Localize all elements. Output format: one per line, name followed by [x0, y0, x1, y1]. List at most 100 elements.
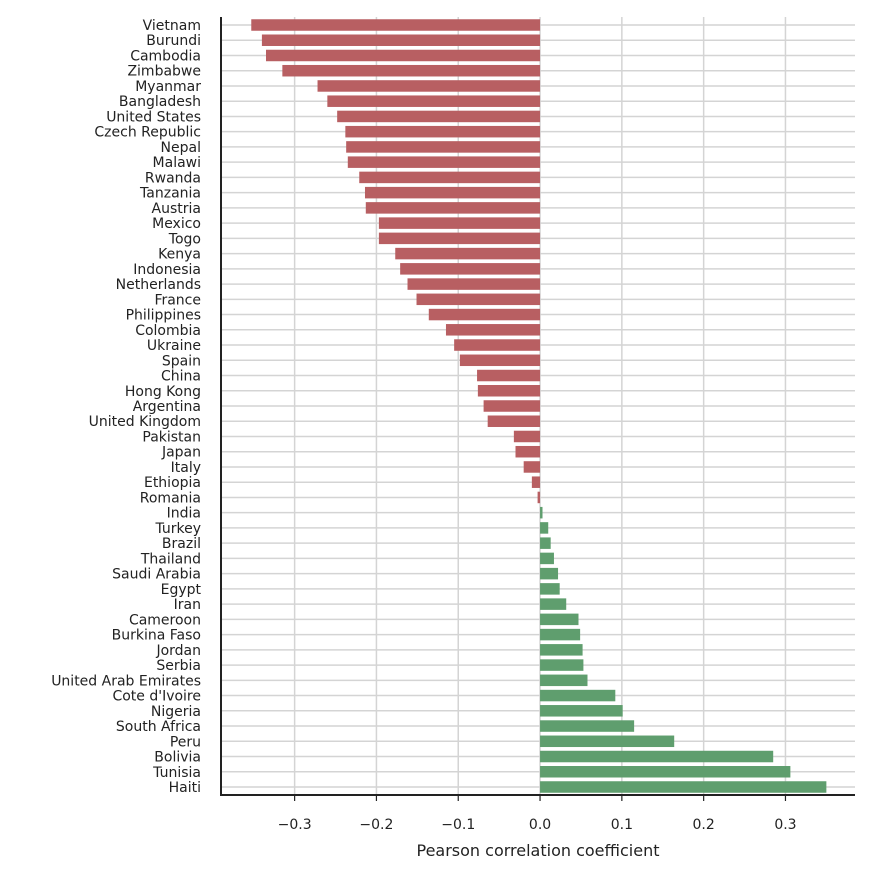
bar — [407, 278, 541, 290]
bar — [531, 476, 541, 488]
bar — [317, 80, 541, 92]
y-tick-label: Tunisia — [152, 765, 201, 781]
bar — [540, 766, 791, 778]
y-tick-label: Japan — [161, 445, 201, 461]
x-tick-label: 0.3 — [774, 817, 796, 833]
bar — [346, 141, 541, 153]
axes — [220, 17, 855, 796]
y-tick-label: Saudi Arabia — [112, 567, 201, 583]
bar — [483, 400, 541, 412]
bar — [459, 354, 541, 367]
bar — [265, 49, 541, 62]
y-tick-label: Philippines — [126, 308, 201, 324]
y-tick-label: United States — [106, 109, 201, 125]
bar — [523, 461, 541, 473]
y-tick-label: Zimbabwe — [127, 64, 201, 80]
y-tick-label: Vietnam — [143, 18, 201, 34]
bar — [395, 247, 541, 260]
y-tick-label: Ukraine — [147, 338, 201, 354]
y-tick-label: Serbia — [156, 658, 201, 674]
bar — [540, 720, 635, 732]
bar — [261, 34, 541, 46]
bar — [378, 232, 541, 245]
bar — [515, 445, 541, 458]
y-tick-label: Egypt — [161, 582, 202, 598]
y-tick-label: Spain — [162, 353, 201, 369]
y-tick-label: Italy — [171, 460, 201, 476]
y-tick-label: Colombia — [135, 323, 201, 339]
y-tick-label: Cameroon — [129, 612, 201, 628]
bar — [540, 735, 675, 748]
bar — [540, 659, 584, 671]
x-tick-label: −0.3 — [278, 817, 312, 833]
y-tick-label: Cote d'Ivoire — [112, 689, 201, 705]
x-tick-label: 0.0 — [529, 817, 551, 833]
y-tick-label: Pakistan — [142, 429, 201, 445]
bar — [282, 64, 541, 77]
y-tick-labels: VietnamBurundiCambodiaZimbabweMyanmarBan… — [51, 18, 201, 796]
y-tick-label: Burkina Faso — [112, 628, 201, 644]
bar — [540, 705, 623, 717]
y-tick-label: Romania — [140, 490, 201, 506]
y-tick-label: Malawi — [153, 155, 201, 171]
bar — [477, 369, 541, 382]
bar — [513, 430, 541, 443]
bar — [445, 324, 541, 336]
y-tick-label: Rwanda — [145, 170, 201, 186]
bar — [428, 308, 541, 321]
y-tick-label: South Africa — [116, 719, 201, 735]
bar — [540, 644, 583, 656]
bar — [540, 506, 543, 519]
bar — [540, 613, 579, 626]
y-tick-label: Ethiopia — [144, 475, 201, 491]
bar — [540, 522, 549, 534]
bar — [540, 583, 560, 595]
bar — [347, 156, 541, 168]
bar — [337, 110, 541, 123]
y-tick-label: Tanzania — [139, 186, 201, 202]
y-tick-label: Bolivia — [154, 750, 201, 766]
bar — [454, 339, 541, 351]
y-tick-label: Mexico — [152, 216, 201, 232]
bars — [251, 19, 827, 793]
bar — [540, 567, 559, 580]
y-tick-label: United Arab Emirates — [51, 673, 201, 689]
y-tick-label: Czech Republic — [94, 125, 201, 141]
y-tick-label: Austria — [152, 201, 201, 217]
bar — [540, 750, 774, 763]
y-tick-label: China — [161, 369, 201, 385]
y-tick-label: Argentina — [133, 399, 201, 415]
bar — [540, 781, 827, 793]
y-tick-label: Netherlands — [116, 277, 201, 293]
y-tick-label: Iran — [174, 597, 201, 613]
bar — [251, 19, 541, 31]
bar — [359, 171, 541, 184]
bar — [540, 628, 581, 641]
bar — [487, 415, 541, 427]
y-tick-label: Hong Kong — [125, 384, 201, 400]
bar — [537, 491, 541, 504]
bar — [378, 217, 541, 229]
bar — [345, 125, 541, 138]
x-tick-label: 0.1 — [611, 817, 633, 833]
bar — [364, 186, 541, 199]
x-tick-label: −0.2 — [359, 817, 393, 833]
bar — [477, 385, 541, 397]
bar — [327, 95, 541, 107]
x-axis-title: Pearson correlation coefficient — [417, 841, 660, 860]
y-tick-label: Brazil — [162, 536, 201, 552]
x-tick-label: −0.1 — [441, 817, 475, 833]
bar — [540, 552, 554, 565]
y-tick-label: Indonesia — [133, 262, 201, 278]
y-tick-label: Burundi — [146, 33, 201, 49]
y-tick-label: Peru — [170, 734, 201, 750]
y-tick-label: Bangladesh — [119, 94, 201, 110]
x-tick-label: 0.2 — [693, 817, 715, 833]
bar — [540, 598, 567, 610]
bar — [540, 537, 551, 549]
x-tick-labels: −0.3 −0.2 −0.1 0.0 0.1 0.2 0.3 — [278, 795, 797, 833]
y-tick-label: Kenya — [158, 247, 201, 263]
y-tick-label: Nigeria — [151, 704, 201, 720]
y-tick-label: Jordan — [155, 643, 201, 659]
